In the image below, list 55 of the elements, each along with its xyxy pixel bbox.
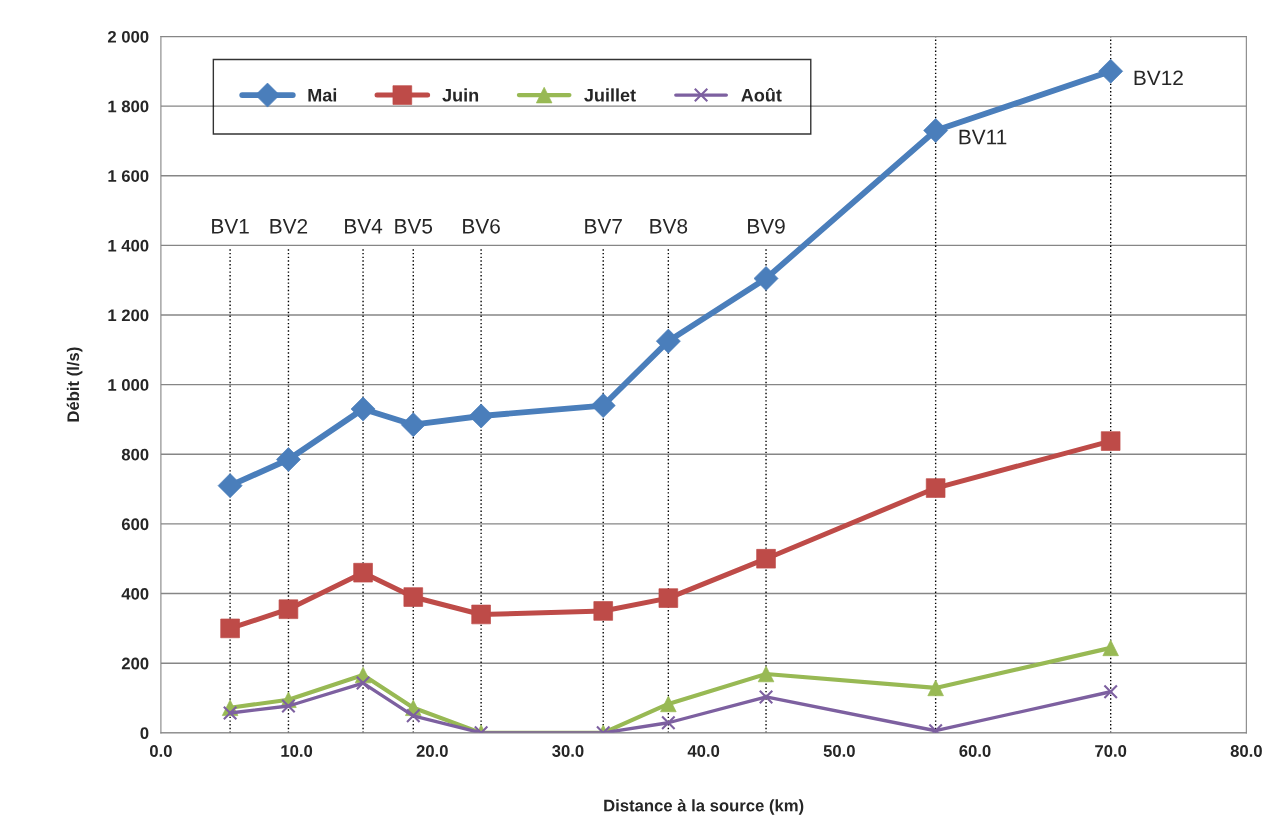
y-tick-label: 400 <box>121 587 149 600</box>
y-tick-label: 2 000 <box>107 30 149 43</box>
x-tick-label: 60.0 <box>959 745 991 757</box>
ref-line-label: BV1 <box>212 219 249 234</box>
y-tick-label: 1 400 <box>108 239 149 252</box>
point <box>281 698 296 714</box>
y-axis-title: Débit (l/s) <box>66 347 83 422</box>
y-tick-label: 800 <box>121 448 149 461</box>
x-tick-label: 80.0 <box>1230 745 1262 757</box>
point <box>593 601 613 621</box>
point <box>925 478 946 498</box>
ref-line-label: BV8 <box>650 218 688 234</box>
x-tick-label: 30.0 <box>552 745 584 757</box>
point <box>355 675 371 691</box>
ref-line-label: BV5 <box>395 219 433 234</box>
point <box>220 618 240 639</box>
x-axis-title: Distance à la source (km) <box>604 799 804 815</box>
x-tick-label: 20.0 <box>416 745 448 757</box>
x-tick-label: 50.0 <box>823 745 855 757</box>
x-tick-label: 10.0 <box>281 745 313 757</box>
point <box>276 447 301 472</box>
ref-line-label: BV2 <box>270 218 308 234</box>
point <box>217 473 243 499</box>
ref-line-label: BV6 <box>463 218 500 234</box>
point <box>1103 684 1118 700</box>
ref-line-label: BV4 <box>345 219 383 234</box>
legend-label: Août <box>741 87 782 102</box>
y-tick-label: 1 800 <box>108 100 149 113</box>
point <box>405 708 421 724</box>
legend-label: Juin <box>442 88 479 102</box>
point <box>1102 639 1119 657</box>
point <box>753 266 779 291</box>
point <box>661 715 676 731</box>
y-tick-label: 1 600 <box>108 170 149 182</box>
x-tick-label: 40.0 <box>687 745 720 757</box>
ref-line-label: BV9 <box>748 218 785 234</box>
y-tick-label: 600 <box>121 518 149 531</box>
y-tick-label: 0 <box>140 727 149 740</box>
point <box>757 665 775 683</box>
point <box>658 588 679 608</box>
annotation: BV11 <box>959 129 1007 145</box>
point <box>222 705 238 721</box>
y-tick-label: 1 000 <box>108 379 149 391</box>
point <box>923 118 949 143</box>
point <box>758 689 774 705</box>
point <box>350 396 376 422</box>
y-tick-label: 1 200 <box>108 309 149 322</box>
x-tick-label: 0.0 <box>149 745 172 757</box>
x-tick-label: 70.0 <box>1095 745 1127 757</box>
legend-label: Mai <box>308 88 337 102</box>
annotation: BV12 <box>1134 70 1183 86</box>
y-tick-label: 200 <box>121 657 149 670</box>
ref-line-label: BV7 <box>585 219 622 234</box>
point <box>1098 58 1124 84</box>
legend-label: Juillet <box>584 88 636 102</box>
